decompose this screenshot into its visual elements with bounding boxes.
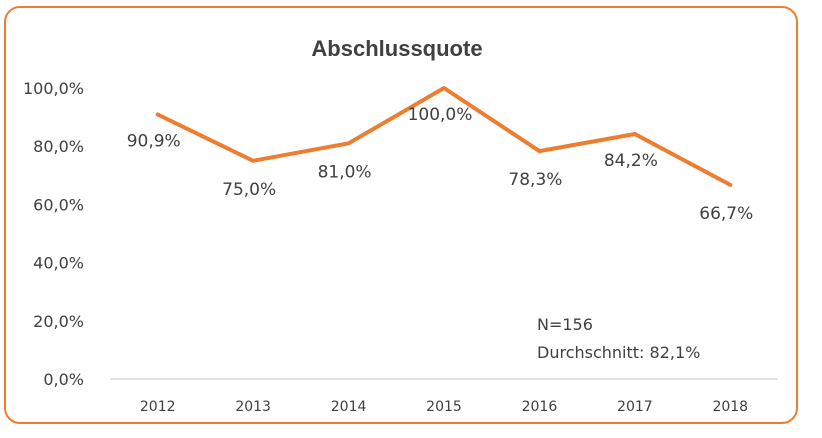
x-tick-label: 2017 bbox=[617, 399, 653, 415]
chart-frame bbox=[4, 6, 798, 424]
x-tick-label: 2015 bbox=[426, 399, 462, 415]
data-label: 66,7% bbox=[699, 204, 753, 224]
chart-title: Abschlussquote bbox=[311, 36, 482, 61]
y-tick-label: 40,0% bbox=[33, 254, 84, 273]
y-tick-label: 60,0% bbox=[33, 195, 84, 214]
y-tick-label: 100,0% bbox=[23, 79, 84, 98]
x-tick-label: 2013 bbox=[235, 399, 271, 415]
data-label: 75,0% bbox=[222, 180, 276, 200]
x-tick-label: 2016 bbox=[522, 399, 558, 415]
annotation-average: Durchschnitt: 82,1% bbox=[537, 343, 700, 362]
x-tick-label: 2018 bbox=[712, 399, 748, 415]
y-tick-label: 0,0% bbox=[43, 370, 84, 389]
annotation-n: N=156 bbox=[537, 315, 593, 334]
data-labels: 90,9% 75,0% 81,0% 100,0% 78,3% 84,2% 66,7% bbox=[127, 105, 754, 224]
y-tick-label: 20,0% bbox=[33, 312, 84, 331]
y-tick-label: 80,0% bbox=[33, 137, 84, 156]
x-tick-label: 2012 bbox=[140, 399, 176, 415]
series-line bbox=[155, 86, 733, 187]
x-axis-ticks: 2012 2013 2014 2015 2016 2017 2018 bbox=[140, 399, 748, 415]
data-label: 100,0% bbox=[408, 105, 473, 125]
data-label: 90,9% bbox=[127, 131, 181, 151]
data-label: 81,0% bbox=[318, 162, 372, 182]
data-label: 78,3% bbox=[508, 170, 562, 190]
x-tick-label: 2014 bbox=[331, 399, 367, 415]
data-label: 84,2% bbox=[604, 151, 658, 171]
y-axis-ticks: 0,0% 20,0% 40,0% 60,0% 80,0% 100,0% bbox=[23, 79, 84, 389]
